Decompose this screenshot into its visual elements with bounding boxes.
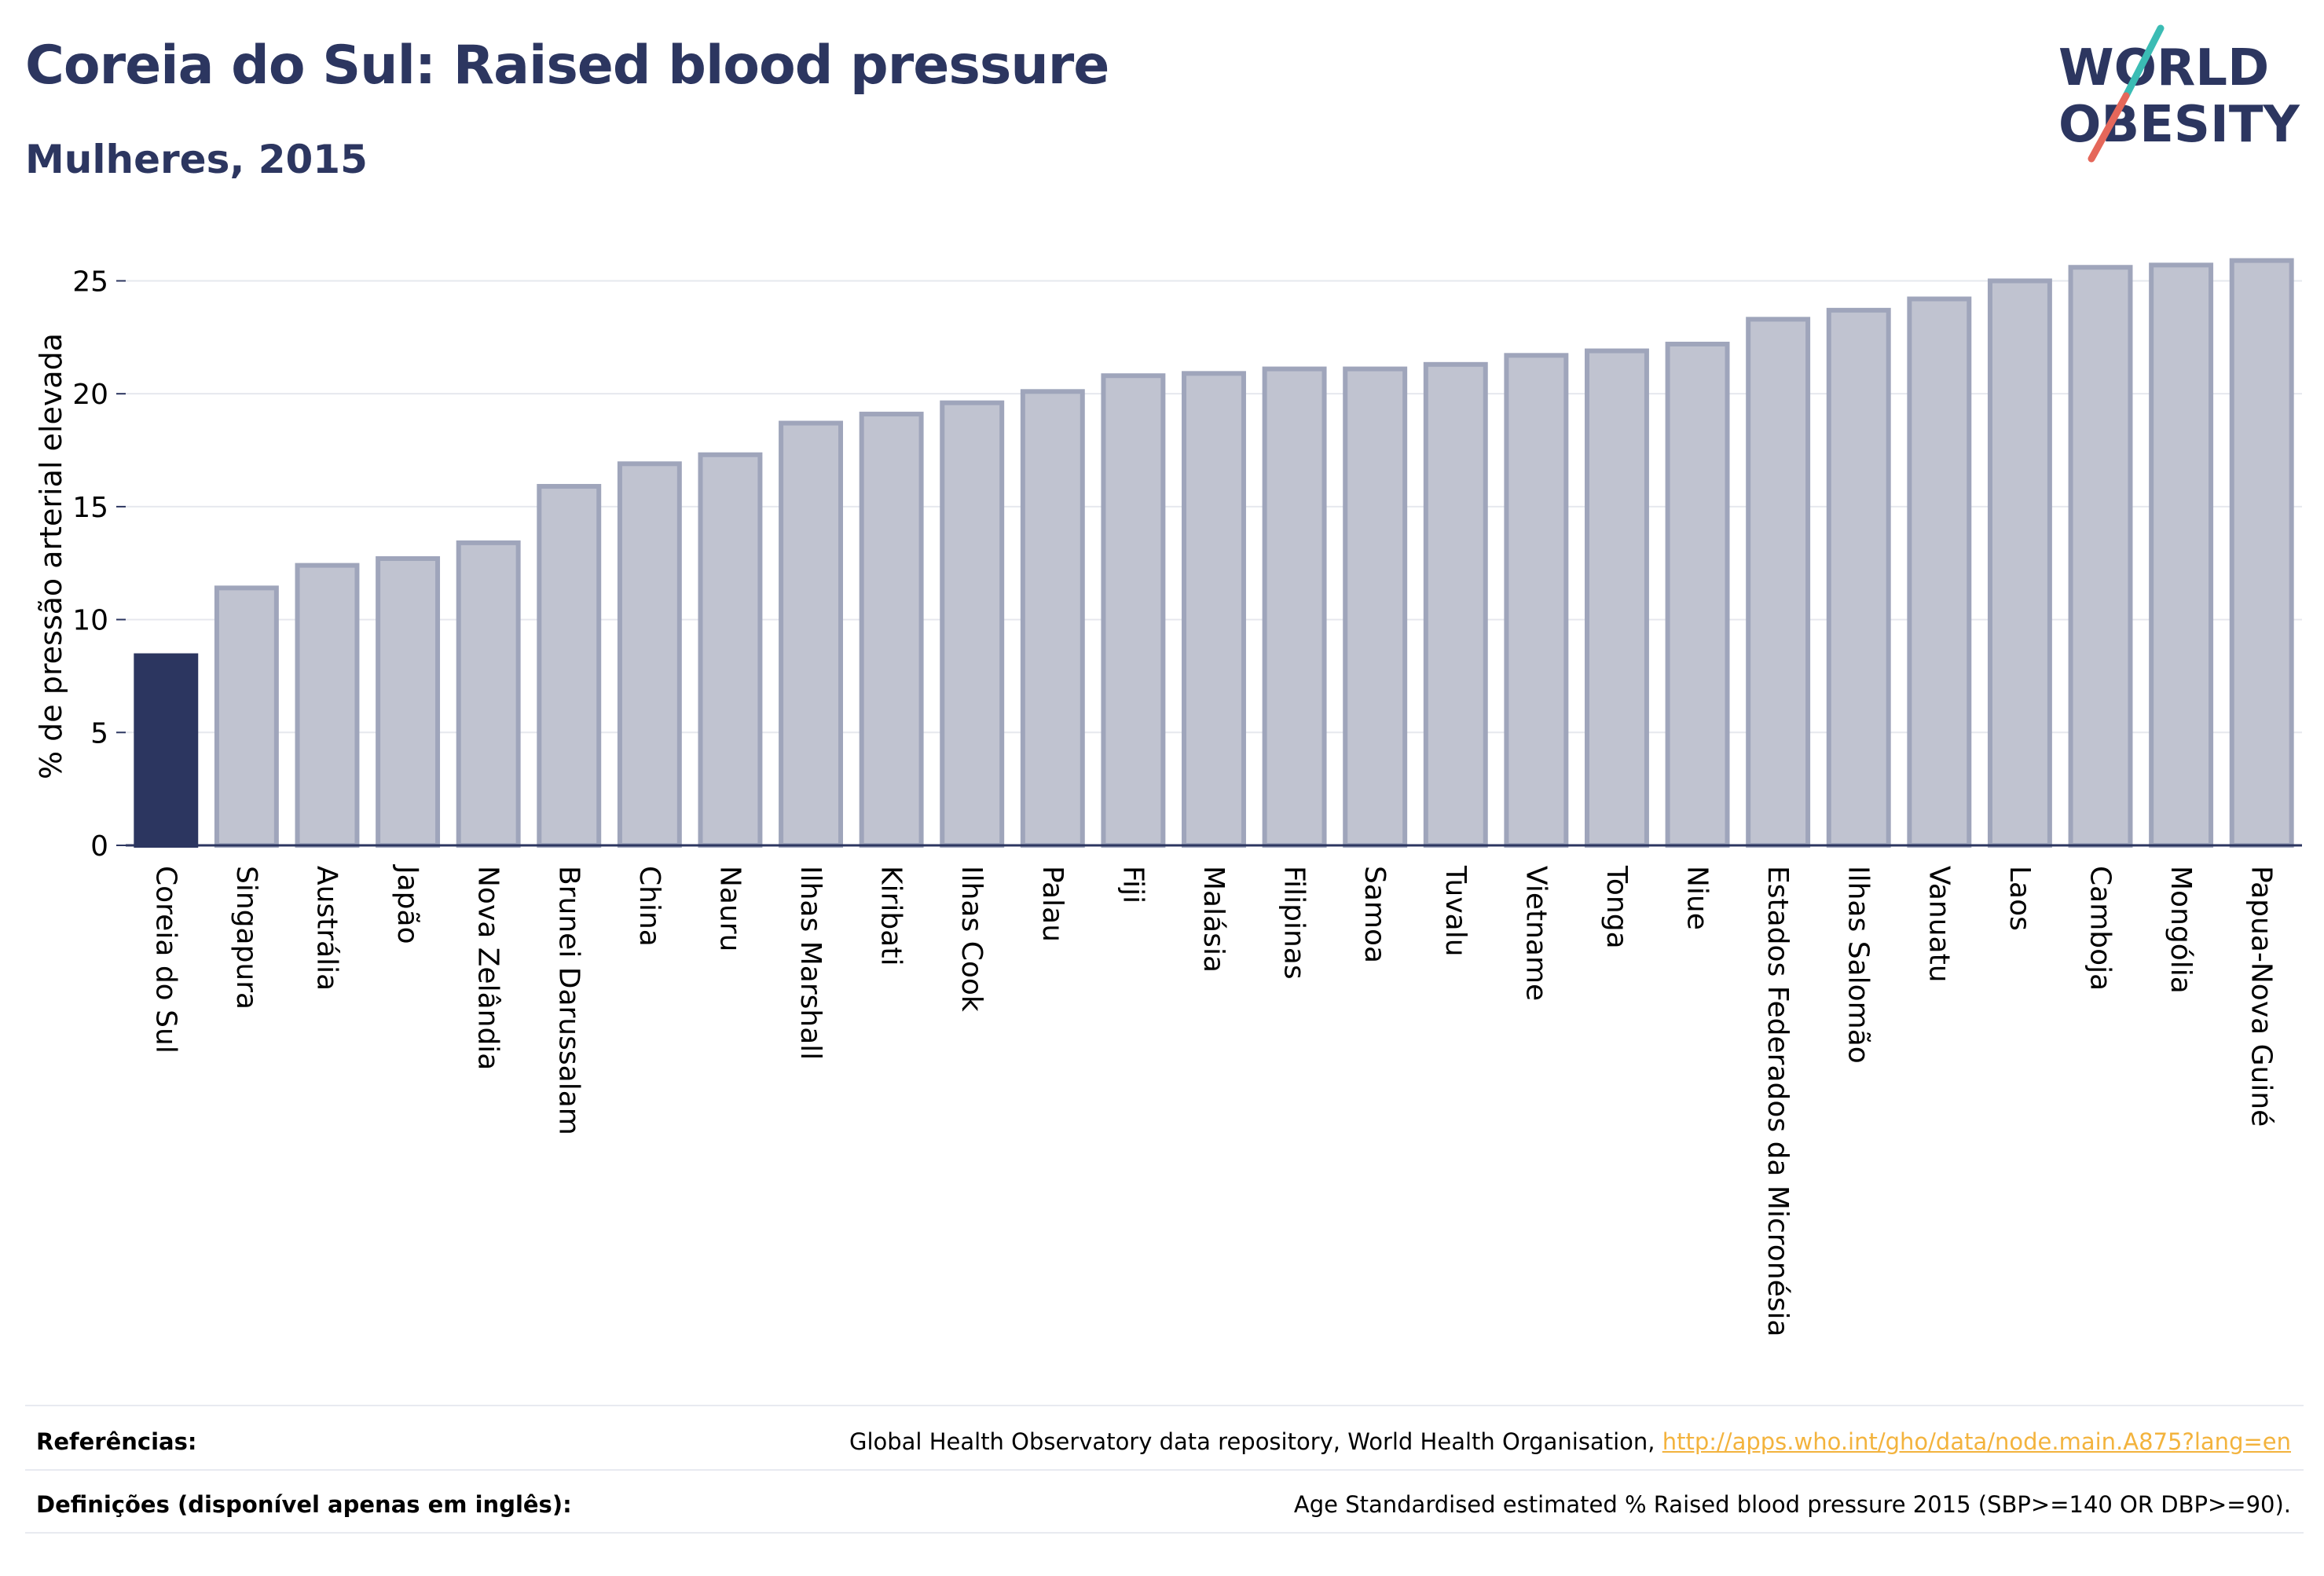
bar-fiji xyxy=(1101,373,1166,848)
x-tick-label: Tuvalu xyxy=(1439,865,1472,957)
y-tick-label: 15 xyxy=(72,492,108,524)
references-label: Referências: xyxy=(36,1428,197,1455)
y-axis-label: % de pressão arterial elevada xyxy=(34,333,68,779)
bar-niue xyxy=(1665,341,1730,848)
y-tick-label: 10 xyxy=(72,605,108,637)
chart-title: Coreia do Sul: Raised blood pressure xyxy=(25,35,1109,97)
references-text: Global Health Observatory data repositor… xyxy=(849,1428,2291,1455)
references-link[interactable]: http://apps.who.int/gho/data/node.main.A… xyxy=(1662,1428,2291,1455)
bar-papua-nova-guin- xyxy=(2229,258,2294,848)
x-tick-label: Brunei Darussalam xyxy=(552,866,585,1135)
x-tick-label: Japão xyxy=(391,864,423,944)
bar-tonga xyxy=(1585,348,1649,848)
bar-estados-federados-da-micron-sia xyxy=(1746,317,1811,848)
y-tick-label: 20 xyxy=(72,379,108,411)
bar-ilhas-cook xyxy=(940,400,1005,848)
footer-divider-top xyxy=(25,1405,2304,1406)
x-tick-label: Malásia xyxy=(1197,866,1230,973)
bar-mong-lia xyxy=(2149,262,2214,848)
definitions-label: Definições (disponível apenas em inglês)… xyxy=(36,1491,572,1518)
x-tick-label: Singapura xyxy=(230,866,262,1010)
x-tick-label: Vietname xyxy=(1519,866,1552,1001)
bar-nova-zel-ndia xyxy=(456,540,521,848)
bar-vietname xyxy=(1504,353,1569,848)
bar-mal-sia xyxy=(1182,371,1246,848)
x-tick-label: Estados Federados da Micronésia xyxy=(1761,866,1794,1337)
x-tick-label: Tonga xyxy=(1600,865,1633,949)
bar-samoa xyxy=(1343,366,1408,848)
x-tick-label: Papua-Nova Guiné xyxy=(2245,866,2278,1127)
bar-china xyxy=(617,461,682,848)
bar-coreia-do-sul xyxy=(134,653,199,848)
bar-tuvalu xyxy=(1423,361,1488,848)
bar-ilhas-salom-o xyxy=(1826,307,1891,848)
bar-palau xyxy=(1020,389,1085,848)
bar-camboja xyxy=(2068,265,2133,848)
x-tick-label: Mongólia xyxy=(2165,866,2197,994)
x-tick-label: China xyxy=(633,866,665,947)
x-tick-label: Nova Zelândia xyxy=(472,866,504,1070)
x-tick-label: Camboja xyxy=(2084,866,2117,991)
x-axis-ticks: Coreia do Sul Singapura Austrália Japão Nova… xyxy=(149,864,2277,1337)
chart-subtitle: Mulheres, 2015 xyxy=(25,137,368,182)
bar-austr-lia xyxy=(295,563,360,848)
bar-brunei-darussalam xyxy=(537,484,602,848)
logo-line1: WORLD xyxy=(2058,39,2269,97)
y-axis-ticks: 0 5 10 15 20 25 xyxy=(72,266,126,863)
y-tick-label: 5 xyxy=(90,717,108,750)
bar-vanuatu xyxy=(1907,296,1972,848)
definitions-text: Age Standardised estimated % Raised bloo… xyxy=(1293,1491,2291,1518)
x-tick-label: Austrália xyxy=(310,866,343,991)
bars xyxy=(134,258,2294,848)
y-tick-label: 25 xyxy=(72,266,108,298)
bar-singapura xyxy=(214,585,279,848)
x-tick-label: Kiribati xyxy=(875,866,907,966)
x-tick-label: Laos xyxy=(2003,866,2036,931)
footer-divider-bottom xyxy=(25,1532,2304,1534)
bar-kiribati xyxy=(859,412,924,848)
y-tick-label: 0 xyxy=(90,830,108,863)
x-tick-label: Ilhas Marshall xyxy=(794,866,827,1060)
world-obesity-logo: WORLD OBESITY xyxy=(2058,24,2300,163)
bar-ilhas-marshall xyxy=(779,420,843,848)
bar-nauru xyxy=(698,452,763,848)
x-tick-label: Coreia do Sul xyxy=(149,866,181,1054)
x-tick-label: Nauru xyxy=(713,866,746,951)
bar-filipinas xyxy=(1262,366,1327,848)
x-tick-label: Filipinas xyxy=(1278,866,1310,980)
x-tick-label: Niue xyxy=(1681,866,1714,930)
x-tick-label: Palau xyxy=(1036,866,1069,942)
x-tick-label: Fiji xyxy=(1116,866,1149,903)
references-source: Global Health Observatory data repositor… xyxy=(849,1428,1662,1455)
bar-laos xyxy=(1987,278,2052,848)
x-tick-label: Ilhas Cook xyxy=(955,866,988,1012)
x-tick-label: Ilhas Salomão xyxy=(1842,866,1875,1064)
footer-divider-middle xyxy=(25,1469,2304,1471)
x-tick-label: Samoa xyxy=(1358,866,1391,963)
x-tick-label: Vanuatu xyxy=(1923,866,1955,983)
bar-chart: 0 5 10 15 20 25 Coreia do Sul Singapura Austrál… xyxy=(34,258,2302,1337)
bar-jap-o xyxy=(376,555,441,848)
